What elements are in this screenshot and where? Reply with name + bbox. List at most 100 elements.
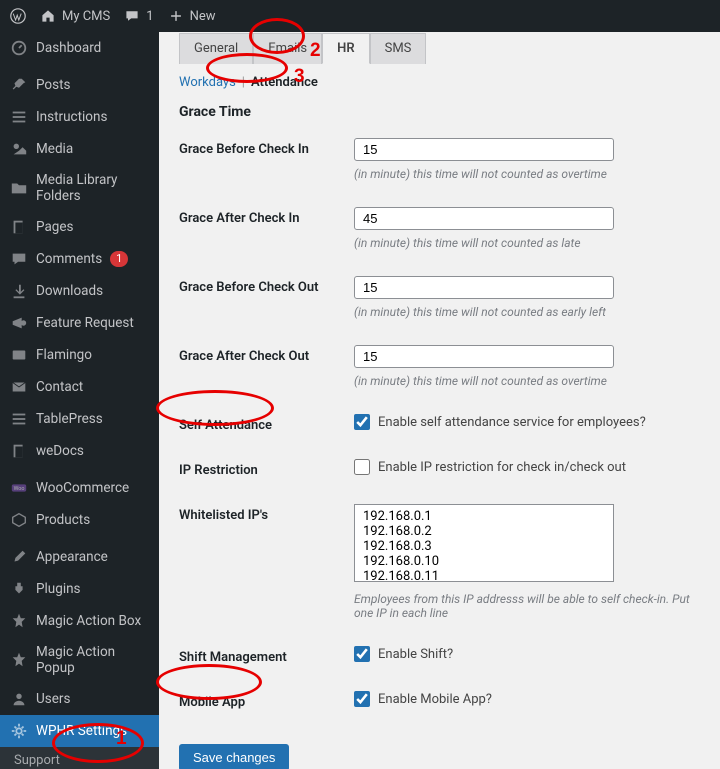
sidebar-item-instructions[interactable]: Instructions	[0, 101, 159, 133]
submenu-item-support[interactable]: Support	[0, 747, 159, 769]
sidebar-item-media[interactable]: Media	[0, 133, 159, 165]
sidebar-item-label: Appearance	[36, 549, 108, 565]
field-label: Shift Management	[179, 646, 354, 665]
sidebar-item-feature-request[interactable]: Feature Request	[0, 307, 159, 339]
svg-text:Woo: Woo	[14, 486, 25, 492]
sidebar-item-label: Feature Request	[36, 315, 134, 331]
tab-general[interactable]: General	[179, 33, 253, 64]
tab-hr[interactable]: HR	[322, 33, 369, 64]
sidebar-item-flamingo[interactable]: Flamingo	[0, 339, 159, 371]
field-grace-before-in: Grace Before Check In (in minute) this t…	[179, 138, 700, 181]
field-grace-after-out: Grace After Check Out (in minute) this t…	[179, 345, 700, 388]
sidebar-item-dashboard[interactable]: Dashboard	[0, 32, 159, 64]
sidebar-item-label: Products	[36, 512, 90, 528]
sidebar-item-users[interactable]: Users	[0, 683, 159, 715]
field-label: Whitelisted IP's	[179, 504, 354, 523]
sidebar-item-media-library-folders[interactable]: Media Library Folders	[0, 165, 159, 211]
badge: 1	[110, 251, 128, 267]
self-attendance-checkbox[interactable]	[354, 414, 370, 430]
sidebar-item-label: Flamingo	[36, 347, 92, 363]
subtab-workdays[interactable]: Workdays	[179, 75, 236, 90]
comment-icon	[10, 250, 28, 268]
tab-sms[interactable]: SMS	[370, 33, 427, 64]
page-icon	[10, 218, 28, 236]
sidebar-item-tablepress[interactable]: TablePress	[0, 403, 159, 435]
sidebar-item-magic-action-popup[interactable]: Magic Action Popup	[0, 637, 159, 683]
ip-restriction-checkbox-wrap[interactable]: Enable IP restriction for check in/check…	[354, 459, 700, 475]
self-attendance-checkbox-wrap[interactable]: Enable self attendance service for emplo…	[354, 414, 700, 430]
sidebar-item-label: Instructions	[36, 109, 107, 125]
grace-before-out-input[interactable]	[354, 276, 614, 299]
sidebar-item-label: Downloads	[36, 283, 103, 299]
ip-restriction-checkbox[interactable]	[354, 459, 370, 475]
mobile-checkbox-wrap[interactable]: Enable Mobile App?	[354, 691, 700, 707]
mobile-checkbox[interactable]	[354, 691, 370, 707]
sidebar-item-label: Users	[36, 691, 70, 707]
tab-emails[interactable]: Emails	[253, 33, 322, 64]
grace-after-in-input[interactable]	[354, 207, 614, 230]
sidebar-item-comments[interactable]: Comments 1	[0, 243, 159, 275]
sidebar-item-pages[interactable]: Pages	[0, 211, 159, 243]
sidebar-item-contact[interactable]: Contact	[0, 371, 159, 403]
new-link[interactable]: New	[168, 8, 216, 24]
sidebar-item-label: WooCommerce	[36, 480, 129, 496]
admin-sidebar: Dashboard Posts Instructions Media Media Lib…	[0, 32, 159, 769]
grace-before-in-input[interactable]	[354, 138, 614, 161]
brush-icon	[10, 548, 28, 566]
help-text: (in minute) this time will not counted a…	[354, 236, 700, 250]
sidebar-item-appearance[interactable]: Appearance	[0, 541, 159, 573]
help-text: Employees from this IP addresss will be …	[354, 592, 700, 620]
field-mobile: Mobile App Enable Mobile App?	[179, 691, 700, 710]
shift-checkbox[interactable]	[354, 646, 370, 662]
user-icon	[10, 690, 28, 708]
site-link[interactable]: My CMS	[40, 8, 110, 24]
field-grace-after-in: Grace After Check In (in minute) this ti…	[179, 207, 700, 250]
plus-icon	[168, 8, 184, 24]
field-shift: Shift Management Enable Shift?	[179, 646, 700, 665]
media-icon	[10, 140, 28, 158]
field-grace-before-out: Grace Before Check Out (in minute) this …	[179, 276, 700, 319]
field-label: Grace After Check Out	[179, 345, 354, 364]
gear-icon	[10, 722, 28, 740]
sidebar-item-label: Media	[36, 141, 73, 157]
sidebar-item-wphr-settings[interactable]: WPHR Settings	[0, 715, 159, 747]
shift-checkbox-wrap[interactable]: Enable Shift?	[354, 646, 700, 662]
help-text: (in minute) this time will not counted a…	[354, 167, 700, 181]
sidebar-item-label: Plugins	[36, 581, 81, 597]
sidebar-item-label: Contact	[36, 379, 83, 395]
sidebar-item-magic-action-box[interactable]: Magic Action Box	[0, 605, 159, 637]
checkbox-label: Enable IP restriction for check in/check…	[378, 460, 626, 475]
sidebar-item-products[interactable]: Products	[0, 504, 159, 536]
sidebar-item-posts[interactable]: Posts	[0, 69, 159, 101]
save-button[interactable]: Save changes	[179, 744, 289, 769]
megaphone-icon	[10, 314, 28, 332]
sidebar-item-plugins[interactable]: Plugins	[0, 573, 159, 605]
box-icon	[10, 511, 28, 529]
page-icon	[10, 442, 28, 460]
section-title: Grace Time	[179, 104, 700, 120]
sidebar-item-label: Posts	[36, 77, 70, 93]
sidebar-item-label: WPHR Settings	[36, 723, 127, 739]
comment-count: 1	[146, 9, 153, 24]
sidebar-item-downloads[interactable]: Downloads	[0, 275, 159, 307]
sidebar-item-wedocs[interactable]: weDocs	[0, 435, 159, 467]
wp-logo[interactable]	[10, 8, 26, 24]
admin-bar: My CMS 1 New	[0, 0, 720, 32]
field-label: Grace Before Check Out	[179, 276, 354, 295]
checkbox-label: Enable Mobile App?	[378, 692, 492, 707]
sidebar-item-woocommerce[interactable]: Woo WooCommerce	[0, 472, 159, 504]
comments-link[interactable]: 1	[124, 8, 153, 24]
woo-icon: Woo	[10, 479, 28, 497]
sidebar-item-label: Comments	[36, 251, 102, 267]
grace-after-out-input[interactable]	[354, 345, 614, 368]
wordpress-icon	[10, 8, 26, 24]
plug-icon	[10, 580, 28, 598]
dashboard-icon	[10, 39, 28, 57]
whitelisted-ip-textarea[interactable]	[354, 504, 614, 582]
sidebar-item-label: Magic Action Popup	[36, 644, 149, 676]
comment-icon	[124, 8, 140, 24]
star-icon	[10, 651, 28, 669]
field-label: IP Restriction	[179, 459, 354, 478]
list-icon	[10, 108, 28, 126]
subtab-attendance[interactable]: Attendance	[251, 75, 318, 90]
